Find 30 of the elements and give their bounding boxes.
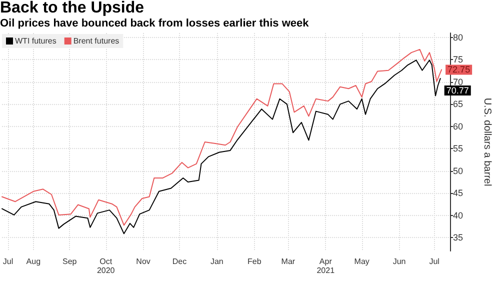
y-tick-label: 70	[453, 76, 464, 87]
data-label: 70.77	[446, 86, 469, 96]
x-tick-label: Sep	[62, 257, 78, 266]
y-tick-label: 80	[453, 32, 464, 42]
chart-title: Back to the Upside	[0, 0, 144, 16]
x-tick-label: Jul	[429, 257, 440, 266]
y-tick-label: 50	[453, 166, 464, 176]
y-axis-title: U.S. dollars a barrel	[482, 98, 492, 186]
x-tick-label: Jan	[210, 257, 224, 266]
chart-subtitle: Oil prices have bounced back from losses earlier this week	[0, 18, 310, 30]
x-tick-label: Dec	[172, 257, 187, 266]
x-tick-label: Mar	[281, 257, 296, 266]
x-tick-label: Feb	[247, 257, 262, 266]
y-tick-label: 75	[453, 54, 464, 65]
x-tick-label: Apr 2021	[316, 257, 336, 275]
legend-label: WTI futures	[15, 36, 56, 46]
y-tick-label: 35	[453, 232, 464, 243]
y-tick-label: 65	[453, 99, 464, 110]
x-tick-label: Jun	[392, 257, 406, 266]
y-tick-label: 45	[453, 188, 464, 198]
data-label: 72.75	[448, 64, 470, 75]
x-tick-label: Nov	[136, 257, 150, 266]
y-tick-label: 60	[453, 121, 464, 132]
x-tick-label: Jul	[2, 257, 14, 266]
x-tick-label: Oct 2020	[96, 257, 116, 275]
y-tick-label: 55	[453, 144, 464, 154]
y-tick-label: 40	[453, 210, 464, 220]
legend-label: Brent futures	[73, 36, 120, 46]
x-tick-label: May	[354, 257, 370, 266]
x-tick-label: Aug	[26, 257, 41, 266]
